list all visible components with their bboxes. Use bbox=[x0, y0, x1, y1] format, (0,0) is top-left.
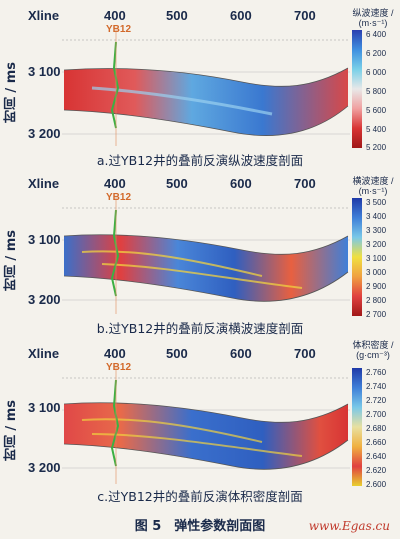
colorbar-title: 横波速度 / (m·s⁻¹) bbox=[352, 176, 394, 196]
panel-caption: a.过YB12井的叠前反演纵波速度剖面 bbox=[96, 153, 304, 168]
colorbar-tick: 3 100 bbox=[366, 254, 387, 263]
xline-label: Xline bbox=[28, 346, 60, 361]
watermark: www.Egas.cu bbox=[308, 519, 390, 533]
colorbar-tick: 6 000 bbox=[366, 68, 387, 77]
y-axis-label: 时间 / ms bbox=[4, 62, 19, 124]
y-tick: 3 100 bbox=[28, 64, 61, 79]
panel-caption: c.过YB12井的叠前反演体积密度剖面 bbox=[97, 489, 303, 504]
x-tick: 600 bbox=[230, 346, 252, 361]
y-tick: 3 100 bbox=[28, 400, 61, 415]
colorbar-tick: 5 400 bbox=[366, 125, 387, 134]
colorbar-tick: 5 800 bbox=[366, 87, 387, 96]
colorbar-tick: 3 400 bbox=[366, 212, 387, 221]
colorbar-tick: 2.700 bbox=[366, 410, 387, 419]
x-tick: 400 bbox=[104, 346, 126, 361]
figure-caption: 图 5 弹性参数剖面图 bbox=[134, 519, 266, 534]
well-label: YB12 bbox=[106, 192, 132, 203]
colorbar-tick: 2.620 bbox=[366, 466, 387, 475]
panel-s-velocity: Xline 400 500 600 700 时间 / ms 3 100 3 20… bbox=[0, 168, 400, 338]
x-tick: 500 bbox=[166, 346, 188, 361]
colorbar-tick: 2.660 bbox=[366, 438, 387, 447]
xline-label: Xline bbox=[28, 8, 60, 23]
x-tick: 700 bbox=[294, 176, 316, 191]
x-tick: 600 bbox=[230, 8, 252, 23]
x-tick: 600 bbox=[230, 176, 252, 191]
colorbar-tick: 2.600 bbox=[366, 480, 387, 489]
panel-caption: b.过YB12井的叠前反演横波速度剖面 bbox=[96, 321, 304, 336]
colorbar bbox=[352, 368, 362, 486]
colorbar-tick: 2 800 bbox=[366, 296, 387, 305]
x-tick: 500 bbox=[166, 8, 188, 23]
y-tick: 3 200 bbox=[28, 126, 61, 141]
well-label: YB12 bbox=[106, 24, 132, 35]
colorbar-tick: 3 500 bbox=[366, 198, 387, 207]
colorbar-tick: 2.740 bbox=[366, 382, 387, 391]
x-tick: 700 bbox=[294, 346, 316, 361]
x-tick: 500 bbox=[166, 176, 188, 191]
colorbar-tick: 6 400 bbox=[366, 30, 387, 39]
y-axis-label: 时间 / ms bbox=[4, 230, 19, 292]
seismic-section-image bbox=[62, 196, 350, 314]
x-tick: 400 bbox=[104, 8, 126, 23]
colorbar-tick: 3 000 bbox=[366, 268, 387, 277]
y-tick: 3 200 bbox=[28, 292, 61, 307]
colorbar-tick: 2.760 bbox=[366, 368, 387, 377]
y-axis-label: 时间 / ms bbox=[4, 400, 19, 462]
xline-label: Xline bbox=[28, 176, 60, 191]
y-tick: 3 200 bbox=[28, 460, 61, 475]
colorbar-tick: 2.640 bbox=[366, 452, 387, 461]
colorbar-tick: 5 200 bbox=[366, 143, 387, 152]
well-label: YB12 bbox=[106, 362, 132, 373]
panel-density: Xline 400 500 600 700 时间 / ms 3 100 3 20… bbox=[0, 338, 400, 508]
colorbar bbox=[352, 198, 362, 316]
colorbar-tick: 3 200 bbox=[366, 240, 387, 249]
colorbar bbox=[352, 30, 362, 148]
colorbar-tick: 2.680 bbox=[366, 424, 387, 433]
seismic-section-image bbox=[62, 28, 350, 146]
seismic-section-image bbox=[62, 366, 350, 484]
colorbar-title: 纵波速度 / (m·s⁻¹) bbox=[352, 8, 394, 28]
colorbar-title: 体积密度 / (g·cm⁻³) bbox=[352, 340, 394, 360]
colorbar-tick: 5 600 bbox=[366, 106, 387, 115]
colorbar-tick: 2.720 bbox=[366, 396, 387, 405]
panel-p-velocity: Xline 400 500 600 700 时间 / ms 3 100 3 20… bbox=[0, 0, 400, 168]
colorbar-tick: 6 200 bbox=[366, 49, 387, 58]
colorbar-tick: 3 300 bbox=[366, 226, 387, 235]
colorbar-tick: 2 700 bbox=[366, 310, 387, 319]
y-tick: 3 100 bbox=[28, 232, 61, 247]
colorbar-tick: 2 900 bbox=[366, 282, 387, 291]
x-tick: 700 bbox=[294, 8, 316, 23]
x-tick: 400 bbox=[104, 176, 126, 191]
